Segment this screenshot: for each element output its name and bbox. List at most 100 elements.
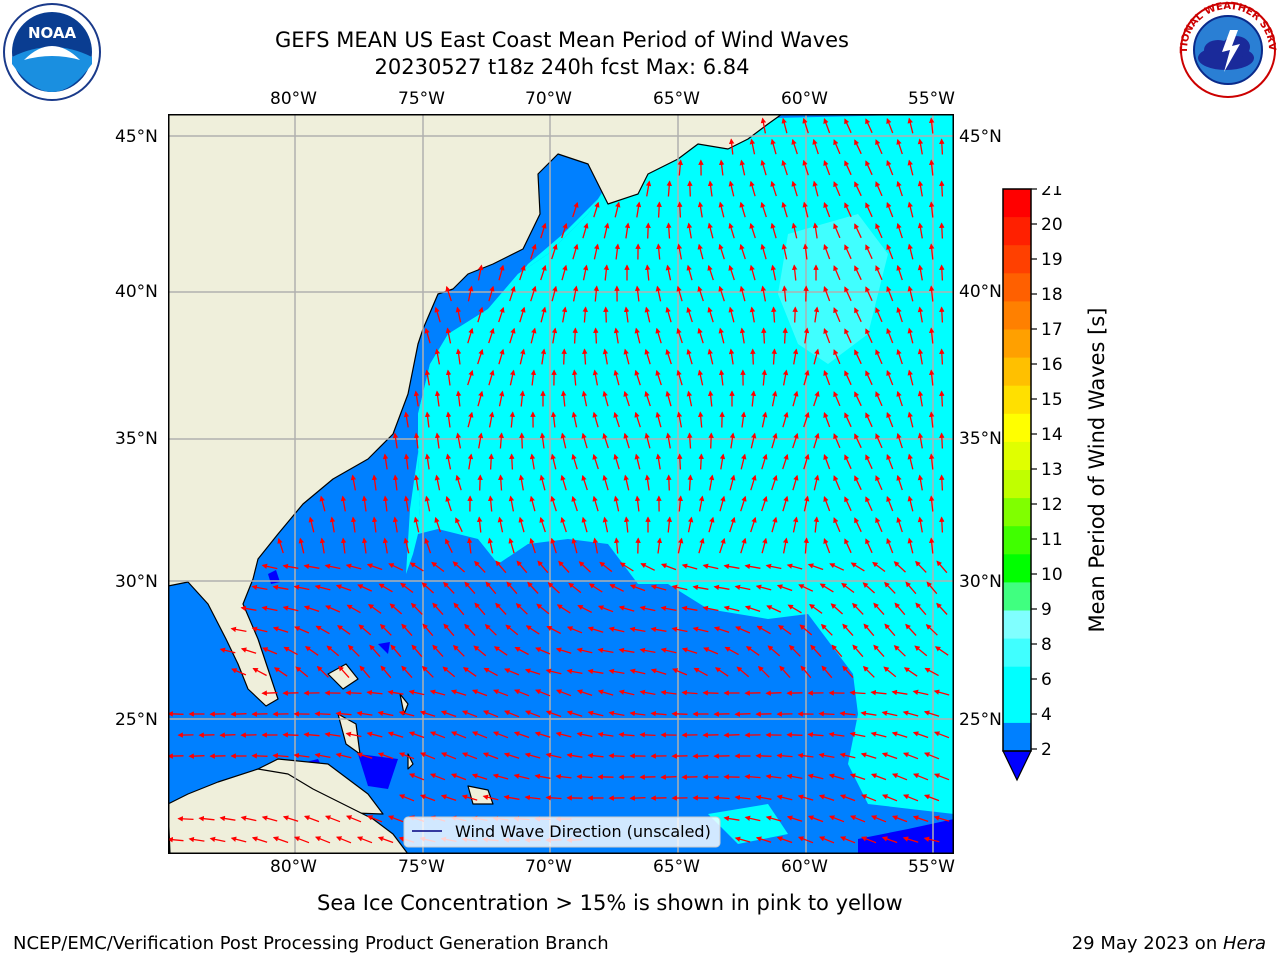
- wind-wave-arrow: [875, 517, 883, 533]
- wind-wave-arrow: [750, 474, 757, 491]
- wind-wave-arrow: [602, 432, 609, 449]
- wind-wave-arrow: [833, 307, 841, 323]
- wind-wave-arrow: [582, 222, 589, 239]
- wind-wave-arrow: [410, 602, 423, 615]
- wind-wave-arrow: [431, 561, 445, 573]
- wind-wave-arrow: [770, 180, 777, 197]
- wind-wave-arrow: [461, 710, 478, 718]
- lon-tick-bottom-60w: 60°W: [781, 857, 828, 877]
- wind-wave-arrow: [561, 306, 568, 323]
- wind-wave-arrow: [467, 411, 474, 428]
- wind-wave-arrow: [676, 243, 683, 260]
- wind-wave-arrow: [686, 390, 693, 407]
- wind-wave-arrow: [219, 732, 236, 738]
- wind-wave-arrow: [697, 369, 704, 386]
- wind-wave-arrow: [519, 264, 526, 281]
- lon-tick-bottom-55w: 55°W: [908, 857, 955, 877]
- wind-wave-arrow: [498, 306, 505, 323]
- wind-wave-arrow: [568, 582, 582, 594]
- wind-wave-arrow: [572, 327, 578, 344]
- wind-wave-arrow: [613, 495, 620, 512]
- wind-wave-arrow: [540, 222, 547, 239]
- wind-wave-arrows: [168, 117, 950, 844]
- wind-wave-arrow: [917, 264, 924, 281]
- wind-wave-arrow: [560, 474, 567, 491]
- wind-wave-arrow: [760, 201, 767, 218]
- wind-wave-arrow: [560, 390, 567, 407]
- wind-wave-arrow: [655, 327, 662, 344]
- wind-wave-arrow: [366, 731, 383, 738]
- wind-wave-arrow: [530, 243, 537, 260]
- wind-wave-arrow: [849, 773, 866, 781]
- wind-wave-arrow: [230, 626, 247, 633]
- wind-wave-arrow: [697, 201, 704, 218]
- wind-wave-arrow: [593, 201, 600, 218]
- lon-tick-top-70w: 70°W: [525, 89, 572, 109]
- wind-wave-arrow: [833, 475, 841, 491]
- wind-wave-arrow: [644, 474, 651, 491]
- wind-wave-arrow: [902, 836, 919, 843]
- wind-wave-arrow: [455, 390, 462, 407]
- wind-wave-arrow: [939, 306, 945, 323]
- footer-machine: Hera: [1222, 933, 1266, 954]
- colorbar-segment: [1003, 413, 1031, 443]
- wind-wave-arrow: [923, 836, 940, 843]
- lon-tick-bottom-75w: 75°W: [398, 857, 445, 877]
- wind-wave-arrow: [261, 563, 278, 570]
- wind-wave-arrow: [813, 390, 820, 407]
- wind-wave-arrow: [240, 605, 257, 612]
- wind-wave-arrow: [655, 243, 662, 260]
- wind-wave-arrow: [718, 285, 725, 302]
- wind-wave-arrow: [561, 264, 568, 281]
- wind-wave-arrow: [581, 390, 588, 407]
- wind-wave-arrow: [634, 285, 641, 302]
- wind-wave-arrow: [508, 537, 515, 554]
- wind-wave-arrow: [283, 646, 298, 656]
- wind-wave-arrow: [462, 667, 477, 677]
- wind-wave-arrow: [791, 180, 798, 197]
- wind-wave-arrow: [387, 689, 404, 696]
- wind-wave-arrow: [771, 474, 778, 491]
- wind-wave-arrow: [524, 752, 541, 759]
- wind-wave-arrow: [686, 264, 693, 281]
- colorbar-segment: [1003, 722, 1031, 752]
- wind-wave-arrow: [403, 411, 410, 428]
- wind-wave-arrow: [419, 710, 436, 717]
- wind-wave-arrow: [644, 348, 651, 365]
- wind-wave-arrow: [782, 453, 789, 470]
- colorbar-tick-label: 11: [1041, 530, 1063, 550]
- wind-wave-arrow: [739, 159, 746, 176]
- wind-wave-arrow: [655, 411, 662, 428]
- wind-wave-arrow: [781, 201, 788, 218]
- wind-wave-arrow: [792, 516, 799, 533]
- wind-wave-arrow: [917, 474, 924, 491]
- wind-wave-arrow: [860, 752, 877, 759]
- lon-tick-top-60w: 60°W: [781, 89, 828, 109]
- wind-wave-arrow: [587, 710, 604, 717]
- wind-wave-arrow: [581, 432, 588, 449]
- wind-wave-arrow: [786, 773, 803, 780]
- wind-wave-arrow: [865, 286, 873, 302]
- wind-wave-arrow: [315, 625, 330, 635]
- wind-wave-arrow: [786, 563, 803, 570]
- wind-wave-arrow: [928, 411, 935, 428]
- wind-wave-arrow: [530, 327, 537, 344]
- wind-wave-arrow: [750, 432, 757, 449]
- wind-wave-arrow: [760, 285, 767, 302]
- wind-wave-arrow: [755, 794, 772, 801]
- wind-wave-arrow: [875, 475, 883, 491]
- wind-wave-arrow: [356, 710, 373, 717]
- wind-wave-arrow: [550, 537, 557, 554]
- wind-wave-arrow: [576, 689, 593, 697]
- wind-wave-arrow: [896, 264, 903, 281]
- wind-wave-arrow: [603, 306, 609, 323]
- wind-wave-arrow: [650, 626, 667, 633]
- map-panel: Wind Wave Direction (unscaled): [168, 114, 954, 854]
- wind-wave-arrow: [812, 138, 819, 155]
- wind-wave-arrow: [912, 815, 929, 823]
- wind-wave-arrow: [476, 516, 483, 533]
- wind-wave-arrow: [488, 285, 495, 302]
- wind-wave-arrow: [650, 584, 667, 591]
- wind-wave-arrow: [734, 794, 751, 801]
- wind-wave-arrow: [623, 348, 630, 365]
